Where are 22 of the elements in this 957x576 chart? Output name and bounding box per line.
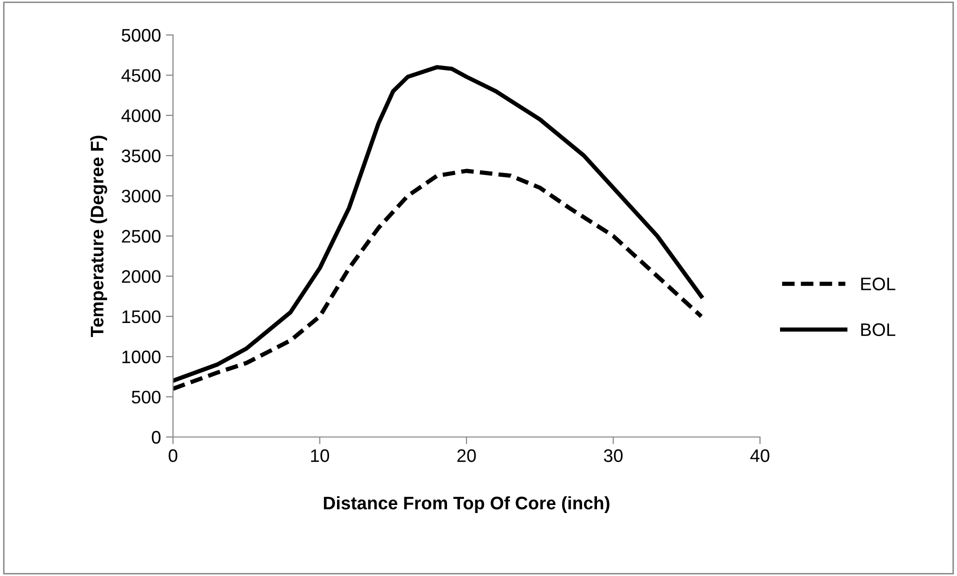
y-tick-label: 1500 (122, 310, 160, 324)
y-tick-label: 4000 (121, 109, 160, 122)
y-tick-label: 4500 (121, 69, 160, 82)
x-tick-label: 40 (750, 449, 770, 462)
line-series (173, 168, 704, 391)
y-tick-label: 2000 (122, 270, 160, 283)
y-tick-label: 2500 (122, 230, 160, 243)
x-tick-label: 10 (311, 449, 330, 462)
x-tick-label: 30 (604, 449, 623, 462)
y-axis-title: Temperature (Degree F) (90, 136, 108, 337)
x-axis-title: Distance From Top Of Core (inch) (324, 496, 610, 514)
y-tick-label: 1000 (122, 350, 160, 364)
legend-label: BOL (861, 323, 896, 336)
legend-label: EOL (861, 278, 896, 290)
x-tick-label: 0 (168, 449, 178, 462)
y-tick-label: 3500 (122, 150, 160, 162)
x-tick-label: 20 (457, 449, 476, 462)
y-tick-label: 5000 (122, 28, 160, 42)
y-tick-label: 0 (152, 430, 160, 444)
y-tick-label: 500 (132, 390, 160, 404)
y-tick-label: 3000 (122, 190, 160, 203)
line-series (173, 65, 704, 383)
